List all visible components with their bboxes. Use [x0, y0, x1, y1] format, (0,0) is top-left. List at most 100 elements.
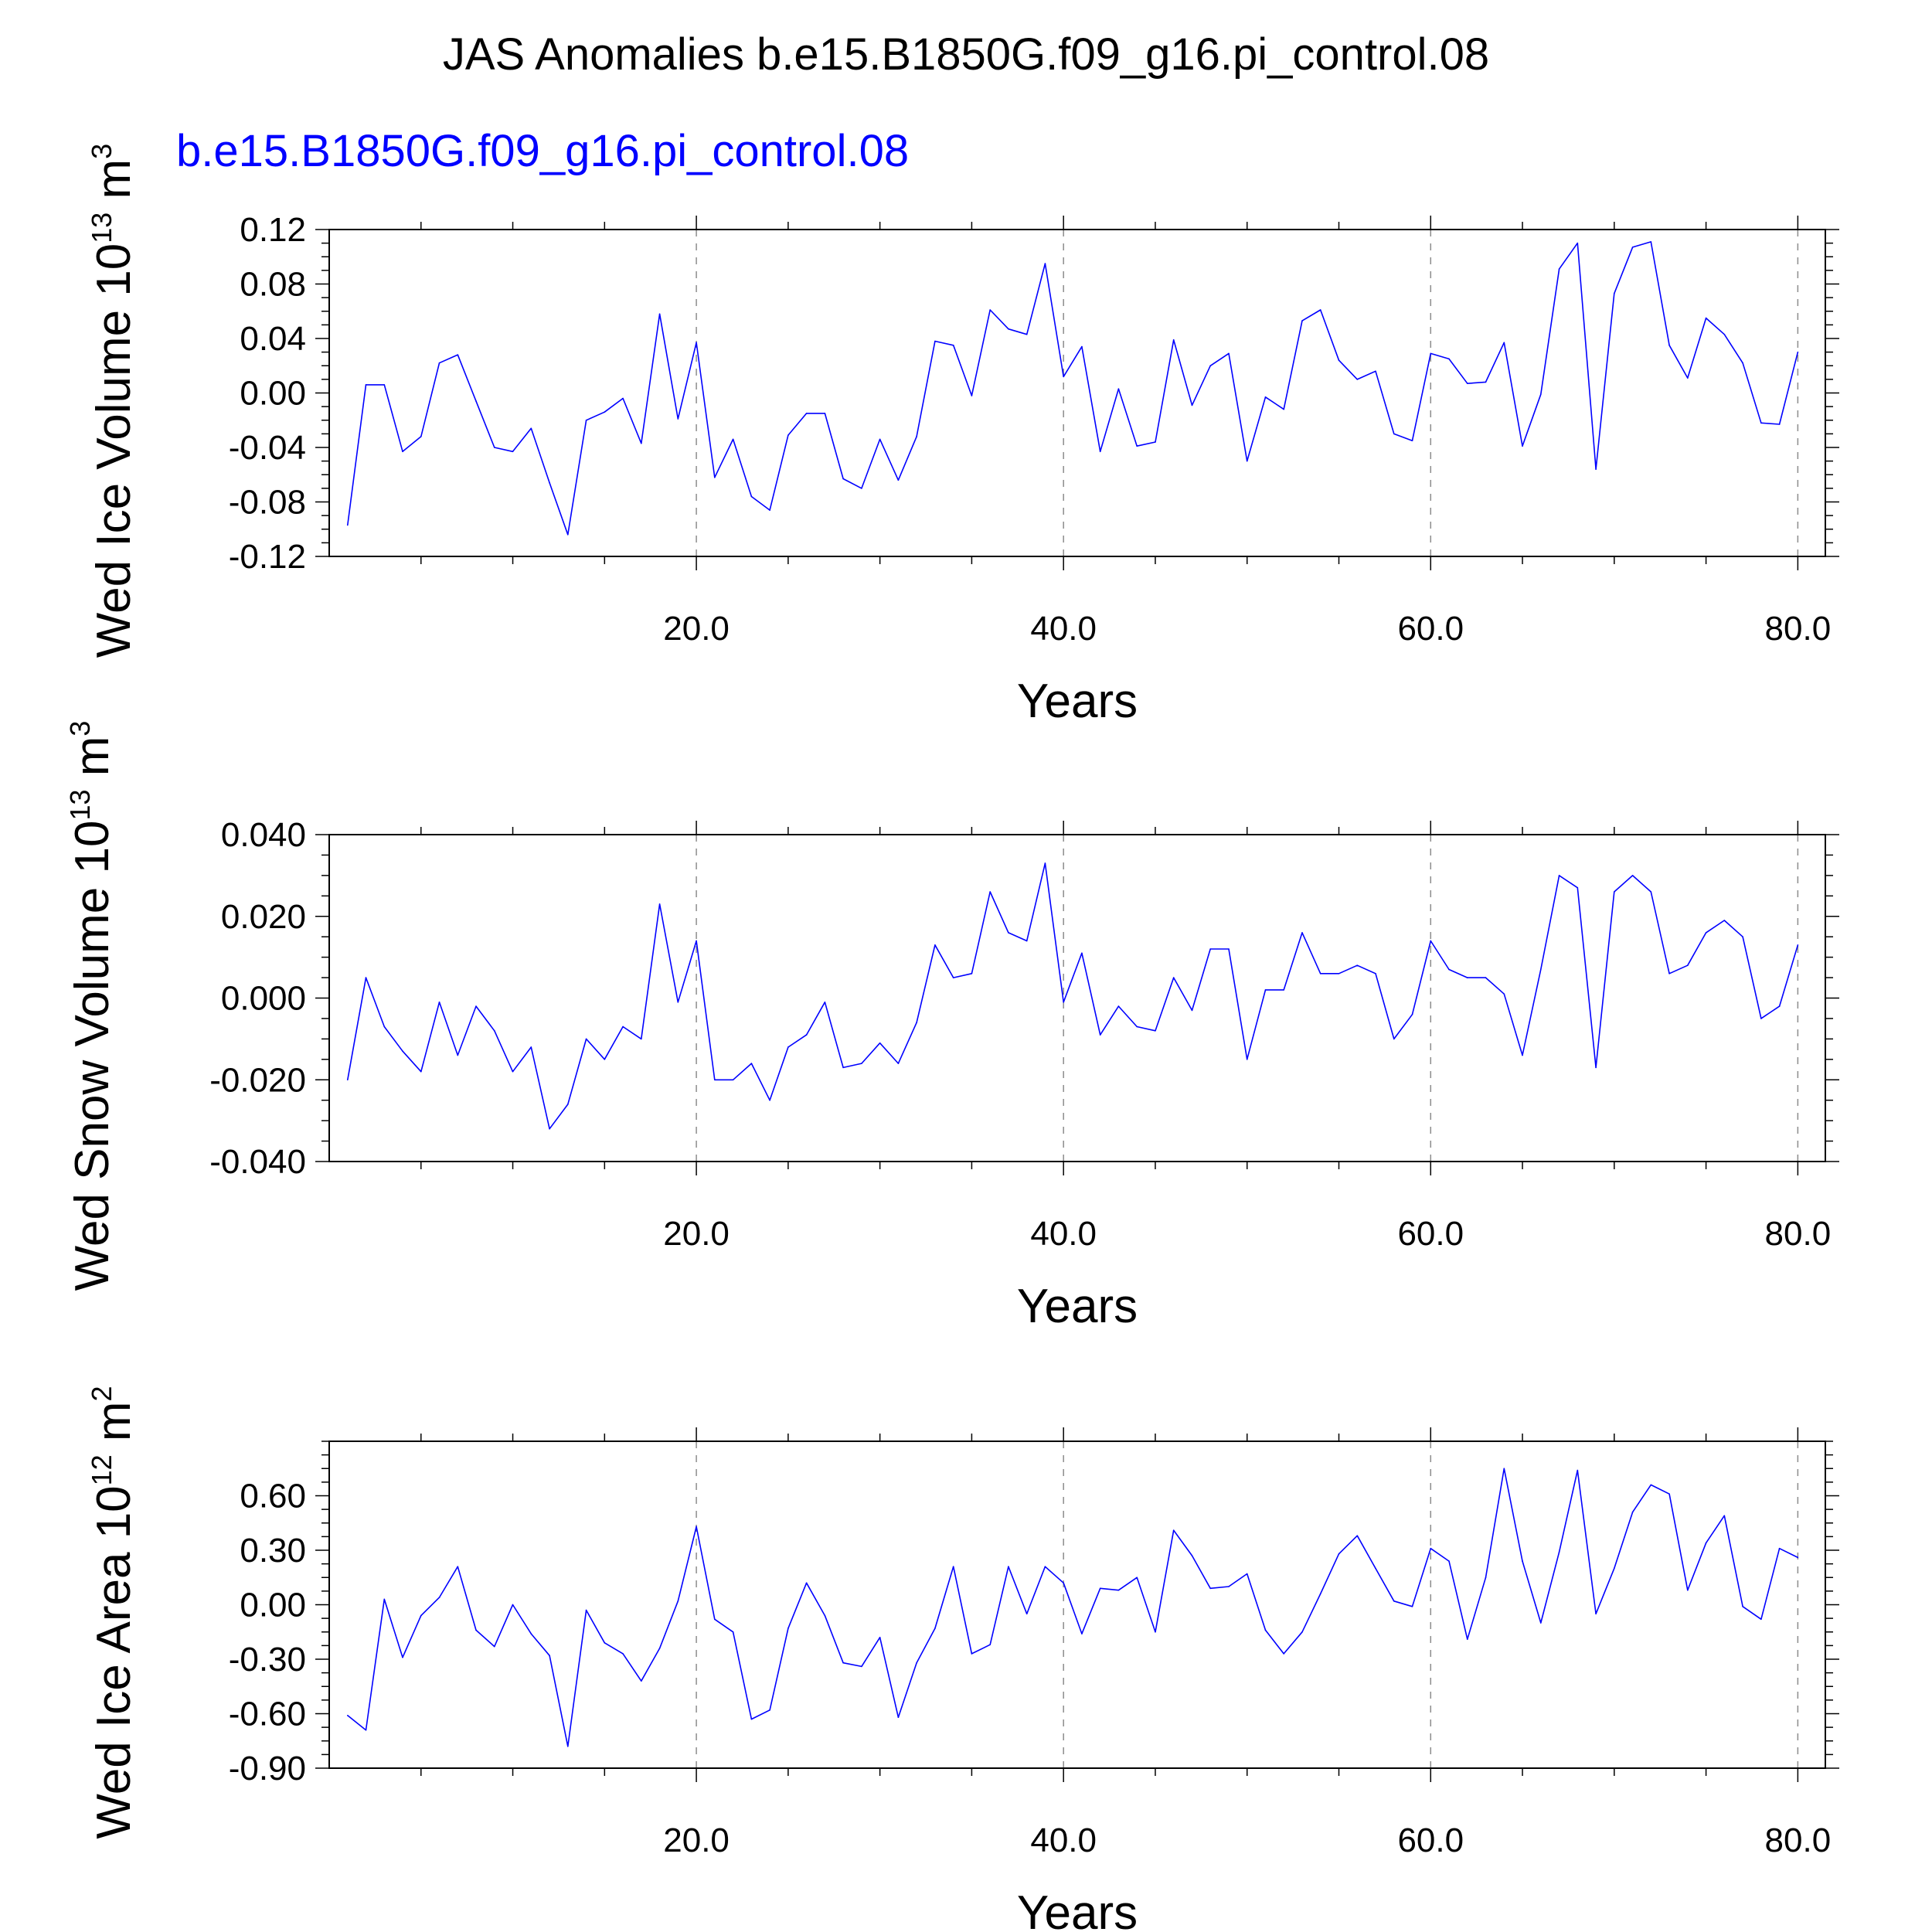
- data-point: [1063, 376, 1064, 378]
- data-point: [1301, 932, 1303, 934]
- x-tick-label: 80.0: [1765, 610, 1832, 648]
- y-tick-label: 0.08: [240, 266, 306, 304]
- data-point: [420, 1614, 422, 1617]
- data-point: [658, 1648, 661, 1649]
- y-tick-label: -0.30: [229, 1641, 306, 1679]
- data-point: [402, 1050, 403, 1053]
- y-tick-label: 0.04: [240, 320, 306, 358]
- x-tick-label: 80.0: [1765, 1215, 1832, 1253]
- data-point: [1136, 1577, 1138, 1579]
- data-point: [585, 1038, 587, 1040]
- data-point: [824, 413, 826, 414]
- data-point: [1246, 460, 1248, 462]
- data-point: [1081, 952, 1083, 954]
- data-point: [622, 1653, 624, 1655]
- data-point: [622, 397, 624, 400]
- data-point: [512, 1070, 514, 1073]
- series-line: [347, 862, 1799, 1130]
- data-point: [842, 1662, 844, 1664]
- data-point: [1577, 1469, 1579, 1471]
- x-axis-title: Years: [1017, 1886, 1138, 1932]
- data-point: [805, 413, 808, 414]
- data-point: [1466, 977, 1468, 978]
- data-point: [1448, 968, 1450, 971]
- data-point: [1099, 1587, 1101, 1590]
- data-point: [879, 1042, 881, 1044]
- data-point: [989, 891, 991, 893]
- data-point: [1191, 1555, 1193, 1556]
- x-tick-label: 60.0: [1397, 1821, 1464, 1859]
- data-point: [1209, 1587, 1212, 1590]
- data-point: [604, 1059, 606, 1060]
- data-point: [346, 524, 349, 526]
- data-point: [1191, 1009, 1193, 1012]
- data-point: [769, 1099, 770, 1101]
- y-tick-label: 0.040: [221, 816, 306, 854]
- panel-2: 0.040 0.020 0.000 -0.020 -0.040 20.0 40.0 60.0 8…: [64, 721, 1839, 1333]
- data-point: [1705, 932, 1707, 934]
- panel-1: 0.12 0.08 0.04 0.00 -0.04 -0.08 -0.12 20.0 40.0 6…: [86, 144, 1839, 728]
- data-point: [567, 1746, 569, 1747]
- data-point: [1319, 309, 1321, 311]
- data-point: [1503, 1468, 1505, 1470]
- data-point: [1466, 1638, 1468, 1640]
- data-point: [1338, 1553, 1340, 1555]
- data-point: [1503, 993, 1505, 995]
- data-point: [952, 1566, 954, 1567]
- data-point: [1430, 940, 1432, 942]
- data-point: [1338, 359, 1340, 362]
- data-point: [750, 1063, 753, 1064]
- data-point: [714, 1618, 716, 1621]
- data-point: [1650, 1484, 1652, 1486]
- data-point: [1778, 423, 1781, 425]
- data-point: [1540, 393, 1542, 396]
- data-point: [365, 977, 367, 978]
- data-point: [1099, 451, 1101, 453]
- data-point: [1136, 1026, 1138, 1028]
- data-point: [1485, 1577, 1487, 1579]
- data-point: [1631, 875, 1634, 876]
- data-point: [1356, 379, 1359, 380]
- data-point: [1393, 1038, 1395, 1040]
- data-point: [346, 1079, 349, 1081]
- data-point: [1172, 338, 1175, 341]
- data-point: [493, 1030, 495, 1032]
- data-point: [824, 1614, 826, 1617]
- data-point: [438, 1597, 440, 1598]
- data-point: [1172, 1529, 1175, 1531]
- data-point: [732, 1631, 734, 1633]
- plot-frame: [328, 834, 1826, 1162]
- y-axis-title: Wed Snow Volume 1013 m3: [64, 721, 119, 1291]
- data-point: [1595, 1613, 1597, 1615]
- data-point: [769, 1709, 770, 1711]
- data-point: [1430, 352, 1432, 355]
- data-point: [365, 1729, 367, 1731]
- data-point: [787, 1046, 789, 1048]
- data-point: [971, 395, 973, 396]
- y-tick-label: 0.00: [240, 1587, 306, 1624]
- data-point: [1228, 1586, 1230, 1587]
- data-point: [383, 1026, 386, 1028]
- data-point: [879, 438, 881, 440]
- data-point: [952, 977, 954, 978]
- data-point: [1301, 1631, 1303, 1633]
- y-axis-title: Wed Ice Volume 1013 m3: [86, 144, 141, 658]
- data-point: [934, 340, 936, 342]
- y-tick-label: 0.60: [240, 1478, 306, 1515]
- y-tick-label: -0.60: [229, 1696, 306, 1733]
- data-point: [1393, 433, 1395, 435]
- data-point: [1063, 1001, 1064, 1003]
- data-point: [658, 313, 661, 315]
- data-point: [971, 1653, 973, 1655]
- data-point: [1705, 317, 1707, 319]
- data-point: [1026, 1613, 1028, 1615]
- data-point: [475, 1629, 477, 1631]
- data-point: [1723, 333, 1726, 335]
- data-point: [1375, 370, 1376, 372]
- data-point: [861, 1063, 862, 1064]
- y-tick-label: -0.040: [209, 1143, 306, 1181]
- data-point: [530, 1633, 532, 1634]
- y-tick-label: 0.12: [240, 211, 306, 249]
- data-point: [897, 1063, 900, 1064]
- data-point: [805, 1034, 808, 1036]
